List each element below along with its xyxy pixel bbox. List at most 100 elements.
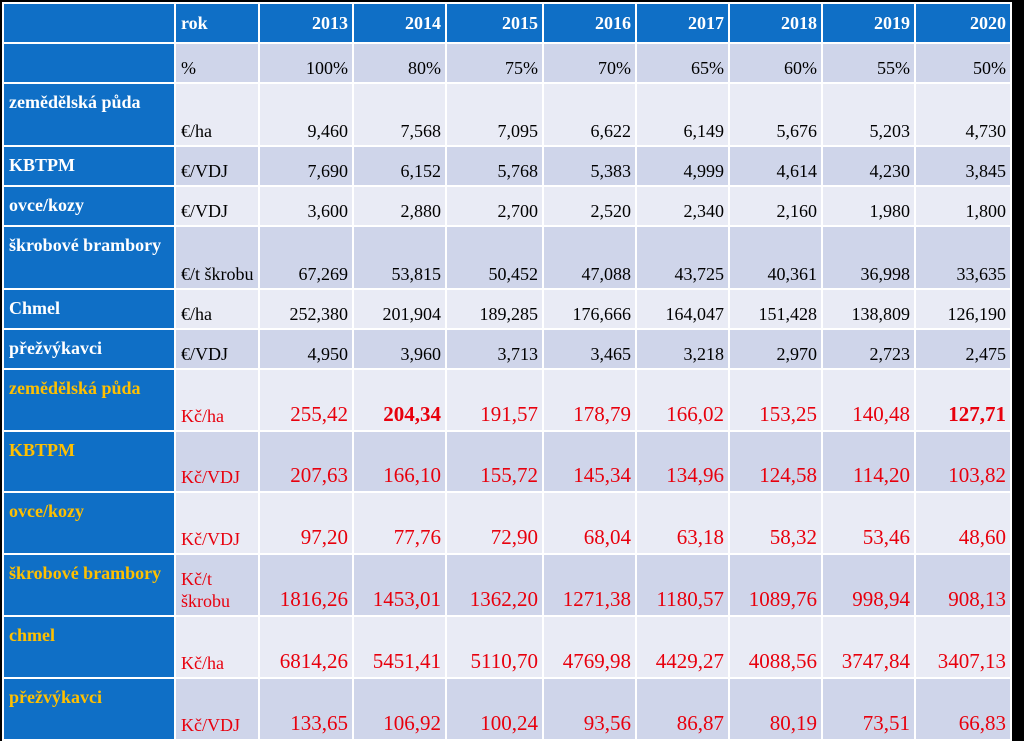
- value-cell: 4,614: [728, 145, 823, 187]
- year-header-2020: 2020: [914, 2, 1012, 44]
- row-label: přežvýkavci: [2, 328, 176, 370]
- unit-cell: Kč/ha: [174, 368, 260, 432]
- value-cell: 53,815: [352, 225, 447, 290]
- row-label: zemědělská půda: [2, 368, 176, 432]
- value-cell: 9,460: [258, 82, 354, 147]
- value-cell: 93,56: [542, 677, 637, 741]
- value-cell: 252,380: [258, 288, 354, 330]
- value-cell: 204,34: [352, 368, 447, 432]
- value-cell: 2,340: [635, 185, 730, 227]
- row-label: ovce/kozy: [2, 491, 176, 555]
- table-row: Chmel €/ha 252,380 201,904 189,285 176,666 164…: [2, 288, 1012, 330]
- value-cell: 4,950: [258, 328, 354, 370]
- value-cell: 4769,98: [542, 615, 637, 679]
- row-label: KBTPM: [2, 430, 176, 493]
- row-label: zemědělská půda: [2, 82, 176, 147]
- value-cell: 4,730: [914, 82, 1012, 147]
- value-cell: 2,723: [821, 328, 916, 370]
- unit-cell: Kč/ha: [174, 615, 260, 679]
- value-cell: 80,19: [728, 677, 823, 741]
- value-cell: 3,845: [914, 145, 1012, 187]
- header-corner-cell: [2, 2, 176, 44]
- unit-cell: Kč/VDJ: [174, 677, 260, 741]
- value-cell: 5,676: [728, 82, 823, 147]
- value-cell: 7,568: [352, 82, 447, 147]
- table-row: ovce/kozy Kč/VDJ 97,20 77,76 72,90 68,04 63,18…: [2, 491, 1012, 555]
- value-cell: 65%: [635, 42, 730, 84]
- row-label: [2, 42, 176, 84]
- row-label: škrobové brambory: [2, 225, 176, 290]
- value-cell: 153,25: [728, 368, 823, 432]
- value-cell: 166,10: [352, 430, 447, 493]
- unit-cell: Kč/VDJ: [174, 430, 260, 493]
- value-cell: 4,230: [821, 145, 916, 187]
- value-cell: 1180,57: [635, 553, 730, 617]
- year-header-2017: 2017: [635, 2, 730, 44]
- value-cell: 1,980: [821, 185, 916, 227]
- year-header-2013: 2013: [258, 2, 354, 44]
- row-label: škrobové brambory: [2, 553, 176, 617]
- value-cell: 58,32: [728, 491, 823, 555]
- table-row: přežvýkavci €/VDJ 4,950 3,960 3,713 3,465 3,21…: [2, 328, 1012, 370]
- value-cell: 60%: [728, 42, 823, 84]
- value-cell: 6814,26: [258, 615, 354, 679]
- value-cell: 207,63: [258, 430, 354, 493]
- value-cell: 166,02: [635, 368, 730, 432]
- value-cell: 126,190: [914, 288, 1012, 330]
- value-cell: 1816,26: [258, 553, 354, 617]
- value-cell: 80%: [352, 42, 447, 84]
- value-cell: 176,666: [542, 288, 637, 330]
- table-row: zemědělská půda Kč/ha 255,42 204,34 191,57 17…: [2, 368, 1012, 432]
- table-row: škrobové brambory €/t škrobu 67,269 53,815 5…: [2, 225, 1012, 290]
- value-cell: 189,285: [445, 288, 544, 330]
- year-header-2018: 2018: [728, 2, 823, 44]
- table-row: KBTPM €/VDJ 7,690 6,152 5,768 5,383 4,999 4,614…: [2, 145, 1012, 187]
- value-cell: 2,880: [352, 185, 447, 227]
- value-cell: 86,87: [635, 677, 730, 741]
- value-cell: 70%: [542, 42, 637, 84]
- value-cell: 1089,76: [728, 553, 823, 617]
- value-cell: 2,160: [728, 185, 823, 227]
- value-cell: 75%: [445, 42, 544, 84]
- value-cell: 5,383: [542, 145, 637, 187]
- value-cell: 145,34: [542, 430, 637, 493]
- value-cell: 114,20: [821, 430, 916, 493]
- value-cell: 100,24: [445, 677, 544, 741]
- value-cell: 178,79: [542, 368, 637, 432]
- value-cell: 1,800: [914, 185, 1012, 227]
- value-cell: 155,72: [445, 430, 544, 493]
- value-cell: 5,768: [445, 145, 544, 187]
- value-cell: 7,690: [258, 145, 354, 187]
- year-header-2016: 2016: [542, 2, 637, 44]
- row-label: přežvýkavci: [2, 677, 176, 741]
- value-cell: 6,622: [542, 82, 637, 147]
- year-label: rok: [174, 2, 260, 44]
- value-cell: 77,76: [352, 491, 447, 555]
- header-row: rok 2013 2014 2015 2016 2017 2018 2019 2020: [2, 2, 1012, 44]
- value-cell: 1362,20: [445, 553, 544, 617]
- row-label: Chmel: [2, 288, 176, 330]
- value-cell: 1453,01: [352, 553, 447, 617]
- unit-cell: €/t škrobu: [174, 225, 260, 290]
- value-cell: 33,635: [914, 225, 1012, 290]
- unit-cell: Kč/VDJ: [174, 491, 260, 555]
- value-cell: 103,82: [914, 430, 1012, 493]
- value-cell: 3,960: [352, 328, 447, 370]
- value-cell: 140,48: [821, 368, 916, 432]
- table-row: ovce/kozy €/VDJ 3,600 2,880 2,700 2,520 2,340 2…: [2, 185, 1012, 227]
- year-header-2015: 2015: [445, 2, 544, 44]
- value-cell: 73,51: [821, 677, 916, 741]
- value-cell: 106,92: [352, 677, 447, 741]
- unit-cell: €/ha: [174, 82, 260, 147]
- value-cell: 908,13: [914, 553, 1012, 617]
- value-cell: 5110,70: [445, 615, 544, 679]
- value-cell: 3407,13: [914, 615, 1012, 679]
- value-cell: 67,269: [258, 225, 354, 290]
- value-cell: 43,725: [635, 225, 730, 290]
- value-cell: 255,42: [258, 368, 354, 432]
- value-cell: 36,998: [821, 225, 916, 290]
- value-cell: 151,428: [728, 288, 823, 330]
- value-cell: 3,713: [445, 328, 544, 370]
- row-label: chmel: [2, 615, 176, 679]
